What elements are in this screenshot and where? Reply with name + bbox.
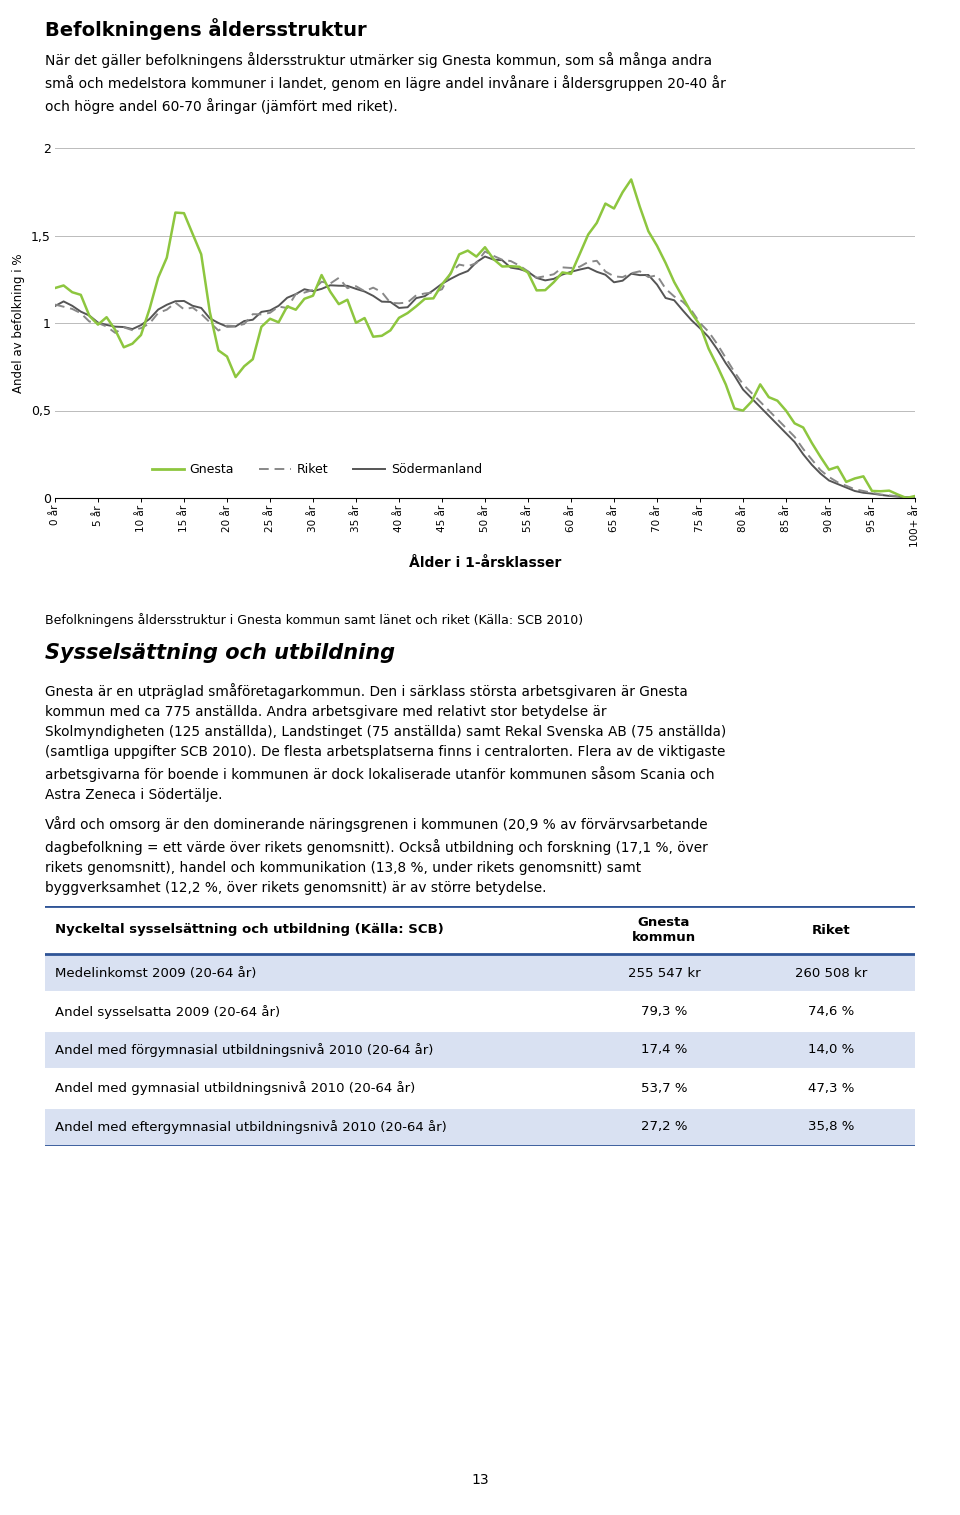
Text: 53,7 %: 53,7 % [640, 1082, 687, 1095]
FancyBboxPatch shape [45, 954, 580, 992]
Text: Sysselsättning och utbildning: Sysselsättning och utbildning [45, 642, 396, 664]
FancyBboxPatch shape [748, 1107, 915, 1145]
Text: 79,3 %: 79,3 % [641, 1004, 687, 1018]
FancyBboxPatch shape [580, 992, 748, 1030]
FancyBboxPatch shape [748, 1070, 915, 1107]
Text: 260 508 kr: 260 508 kr [795, 967, 868, 980]
Text: Vård och omsorg är den dominerande näringsgrenen i kommunen (20,9 % av förvärvsa: Vård och omsorg är den dominerande närin… [45, 817, 708, 895]
Text: 35,8 %: 35,8 % [808, 1120, 854, 1133]
Legend: Gnesta, Riket, Södermanland: Gnesta, Riket, Södermanland [147, 458, 487, 482]
FancyBboxPatch shape [748, 906, 915, 954]
FancyBboxPatch shape [45, 1070, 580, 1107]
Text: 47,3 %: 47,3 % [808, 1082, 854, 1095]
FancyBboxPatch shape [580, 1107, 748, 1145]
Text: 14,0 %: 14,0 % [808, 1044, 854, 1056]
FancyBboxPatch shape [45, 1030, 580, 1070]
Text: Andel med gymnasial utbildningsnivå 2010 (20-64 år): Andel med gymnasial utbildningsnivå 2010… [56, 1082, 416, 1095]
FancyBboxPatch shape [580, 1070, 748, 1107]
Text: 13: 13 [471, 1473, 489, 1488]
Text: Riket: Riket [812, 924, 851, 936]
Y-axis label: Andel av befolkning i %: Andel av befolkning i % [12, 253, 25, 392]
FancyBboxPatch shape [580, 906, 748, 954]
Text: Andel med eftergymnasial utbildningsnivå 2010 (20-64 år): Andel med eftergymnasial utbildningsnivå… [56, 1120, 447, 1133]
Text: Andel sysselsatta 2009 (20-64 år): Andel sysselsatta 2009 (20-64 år) [56, 1004, 280, 1018]
Text: 17,4 %: 17,4 % [641, 1044, 687, 1056]
Text: Gnesta
kommun: Gnesta kommun [632, 917, 696, 944]
Text: 74,6 %: 74,6 % [808, 1004, 854, 1018]
FancyBboxPatch shape [580, 1030, 748, 1070]
Text: Nyckeltal sysselsättning och utbildning (Källa: SCB): Nyckeltal sysselsättning och utbildning … [56, 924, 444, 936]
FancyBboxPatch shape [748, 992, 915, 1030]
FancyBboxPatch shape [45, 1107, 580, 1145]
FancyBboxPatch shape [45, 992, 580, 1030]
FancyBboxPatch shape [45, 906, 580, 954]
Text: Befolkningens åldersstruktur i Gnesta kommun samt länet och riket (Källa: SCB 20: Befolkningens åldersstruktur i Gnesta ko… [45, 614, 583, 627]
Text: När det gäller befolkningens åldersstruktur utmärker sig Gnesta kommun, som så m: När det gäller befolkningens åldersstruk… [45, 52, 726, 114]
Text: Medelinkomst 2009 (20-64 år): Medelinkomst 2009 (20-64 år) [56, 967, 257, 980]
Text: Gnesta är en utpräglad småföretagarkommun. Den i särklass största arbetsgivaren : Gnesta är en utpräglad småföretagarkommu… [45, 683, 727, 803]
Text: 27,2 %: 27,2 % [640, 1120, 687, 1133]
Text: Andel med förgymnasial utbildningsnivå 2010 (20-64 år): Andel med förgymnasial utbildningsnivå 2… [56, 1042, 434, 1057]
Text: 255 547 kr: 255 547 kr [628, 967, 700, 980]
FancyBboxPatch shape [580, 954, 748, 992]
Text: Befolkningens åldersstruktur: Befolkningens åldersstruktur [45, 18, 367, 39]
FancyBboxPatch shape [748, 1030, 915, 1070]
X-axis label: Ålder i 1-årsklasser: Ålder i 1-årsklasser [409, 556, 562, 570]
FancyBboxPatch shape [748, 954, 915, 992]
